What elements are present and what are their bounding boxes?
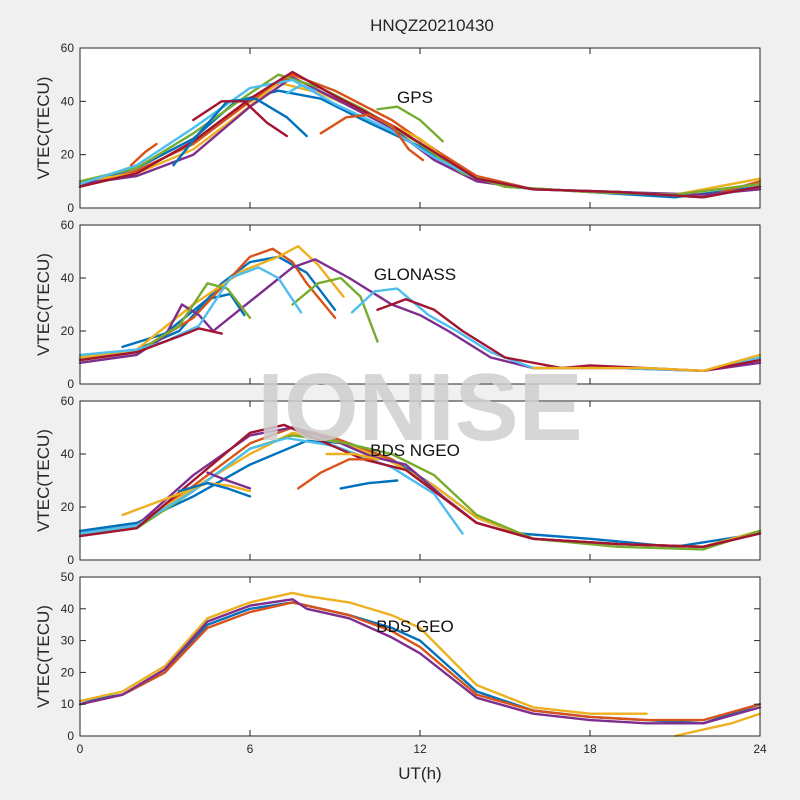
x-tick-label: 18: [583, 742, 597, 756]
series-line-3: [78, 598, 762, 725]
series-line-8: [192, 100, 288, 138]
series-line-12: [325, 452, 379, 461]
y-tick-label: 20: [61, 148, 75, 162]
y-tick-label: 60: [61, 394, 75, 408]
panel-3: 0 10 20 30 40 50 0 6 12 18 24 VTEC(TECU) BDS GEO: [34, 570, 767, 756]
y-axis-label: VTEC(TECU): [34, 253, 53, 356]
series-line-9: [78, 327, 223, 362]
series-line-11: [339, 479, 399, 490]
panel-0: 0 20 40 60 VTEC(TECU) GPS: [34, 41, 762, 215]
panel-label: BDS NGEO: [370, 441, 460, 460]
series-line-7: [172, 97, 308, 167]
y-tick-label: 0: [67, 201, 74, 215]
series-line-10: [319, 113, 424, 162]
y-tick-label: 20: [61, 500, 75, 514]
y-tick-label: 60: [61, 218, 75, 232]
x-tick-label: 6: [247, 742, 254, 756]
y-axis-label: VTEC(TECU): [34, 605, 53, 708]
y-tick-label: 0: [67, 729, 74, 743]
y-tick-label: 30: [61, 634, 75, 648]
series-line-9: [206, 471, 252, 490]
series-line-4: [673, 712, 762, 738]
y-tick-label: 40: [61, 271, 75, 285]
panel-2: 0 20 40 60 VTEC(TECU) BDS NGEO: [34, 394, 762, 567]
series-line-6: [78, 423, 762, 548]
y-tick-label: 10: [61, 697, 75, 711]
series-line-11: [532, 353, 762, 372]
series-line-8: [178, 481, 252, 498]
series-line-1: [78, 601, 762, 722]
y-tick-label: 20: [61, 324, 75, 338]
y-axis-label: VTEC(TECU): [34, 429, 53, 532]
x-axis-label: UT(h): [398, 764, 441, 783]
series-line-9: [129, 142, 158, 167]
plot-area: [80, 577, 760, 736]
x-tick-label: 0: [77, 742, 84, 756]
series-line-11: [376, 105, 444, 143]
series-line-7: [78, 266, 303, 357]
panel-label: GPS: [397, 88, 433, 107]
y-tick-label: 0: [67, 553, 74, 567]
series-line-5: [78, 436, 464, 535]
y-tick-label: 50: [61, 570, 75, 584]
plot-area: [80, 48, 760, 208]
y-tick-label: 40: [61, 94, 75, 108]
series-line-10: [297, 458, 379, 490]
panel-label: GLONASS: [374, 265, 456, 284]
x-tick-label: 12: [413, 742, 427, 756]
series-line-2: [78, 591, 648, 715]
series-line-3: [78, 245, 345, 359]
series-line-6: [291, 276, 379, 343]
series-line-12: [285, 84, 317, 95]
y-axis-label: VTEC(TECU): [34, 77, 53, 180]
y-tick-label: 20: [61, 665, 75, 679]
panel-label: BDS GEO: [376, 617, 453, 636]
figure-title: HNQZ20210430: [370, 16, 494, 35]
y-tick-label: 40: [61, 447, 75, 461]
x-tick-label: 24: [753, 742, 767, 756]
watermark: IONISE: [257, 354, 582, 461]
y-tick-label: 40: [61, 602, 75, 616]
y-tick-label: 0: [67, 377, 74, 391]
panel-1: 0 20 40 60 VTEC(TECU) GLONASS: [34, 218, 762, 391]
y-tick-label: 60: [61, 41, 75, 55]
